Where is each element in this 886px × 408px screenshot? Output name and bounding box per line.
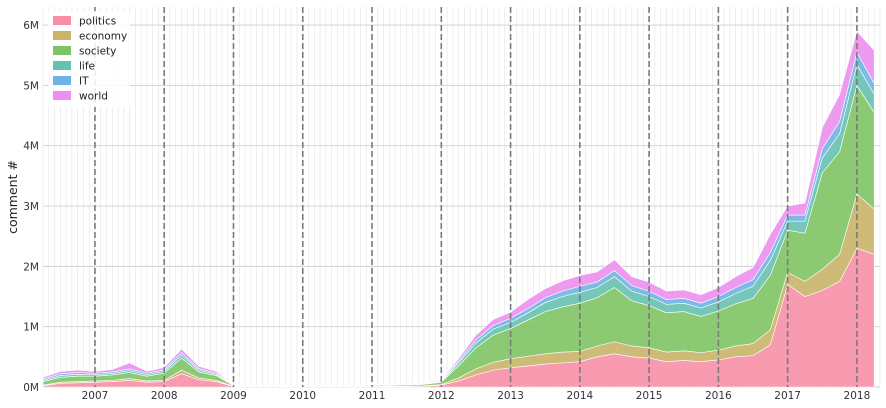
legend: politics economy society life IT world [48,11,130,107]
x-tick-label: 2010 [289,390,316,402]
x-tick-label: 2013 [497,390,524,402]
area-series [42,30,875,388]
legend-label-it: IT [79,76,89,88]
y-tick-label: 0M [23,382,39,394]
y-tick-labels: 0M 1M 2M 3M 4M 5M 6M [23,20,39,394]
x-tick-label: 2014 [566,390,593,402]
legend-swatch-life [53,61,71,70]
x-tick-label: 2018 [844,390,871,402]
area-world [42,30,875,387]
legend-swatch-politics [53,16,71,25]
legend-swatch-society [53,46,71,55]
legend-label-life: life [79,61,95,73]
y-tick-label: 5M [23,80,39,92]
x-tick-labels: 2007 2008 2009 2010 2011 2012 2013 2014 2015 2016… [82,390,871,402]
y-tick-label: 3M [23,201,39,213]
legend-label-politics: politics [79,16,116,28]
y-tick-label: 6M [23,20,39,32]
x-tick-label: 2007 [82,390,109,402]
x-tick-label: 2012 [428,390,455,402]
y-tick-label: 2M [23,261,39,273]
x-tick-label: 2015 [636,390,663,402]
y-tick-label: 4M [23,141,39,153]
x-tick-label: 2011 [359,390,386,402]
x-tick-label: 2009 [220,390,247,402]
year-dashed-lines [94,7,858,387]
legend-label-economy: economy [79,31,127,43]
y-tick-label: 1M [23,322,39,334]
x-tick-label: 2008 [151,390,178,402]
legend-swatch-economy [53,31,71,40]
legend-label-world: world [79,91,108,103]
x-tick-label: 2016 [705,390,732,402]
legend-swatch-world [53,91,71,100]
legend-label-society: society [79,46,116,58]
x-tick-label: 2017 [774,390,801,402]
y-axis-label: comment # [5,160,20,234]
legend-swatch-it [53,76,71,85]
